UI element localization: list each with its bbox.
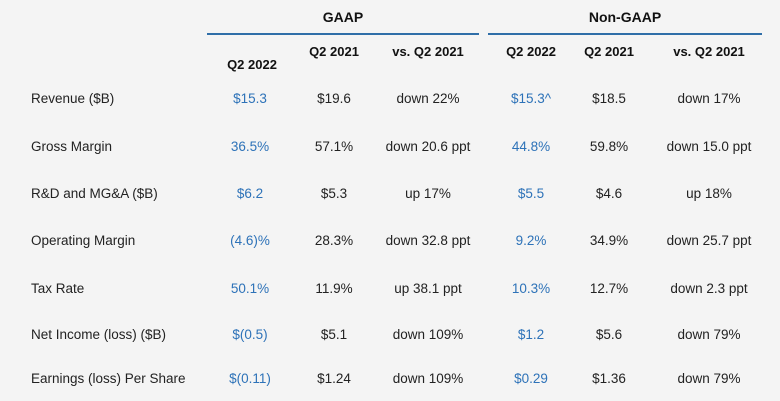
gaap-q2-2021-value: $19.6 (317, 91, 351, 106)
nongaap-q2-2022-value: 10.3% (511, 281, 551, 296)
gaap-q2-2021-value: $5.3 (320, 186, 348, 201)
nongaap-vs-value: down 17% (677, 91, 741, 106)
row-label: Gross Margin (31, 139, 113, 154)
nongaap-vs-value: down 79% (677, 371, 741, 386)
row-label: Revenue ($B) (31, 91, 115, 106)
gaap-q2-2022-value: $15.3 (233, 91, 267, 106)
gaap-group-rule (207, 33, 479, 35)
col-header-gaap-q2-2021: Q2 2021 (309, 44, 359, 59)
gaap-vs-value: down 20.6 ppt (385, 139, 471, 154)
row-label: Operating Margin (31, 233, 136, 248)
gaap-q2-2022-value: 36.5% (230, 139, 270, 154)
nongaap-q2-2022-value: $15.3^ (510, 91, 552, 106)
nongaap-q2-2022-value: $1.2 (517, 327, 545, 342)
nongaap-q2-2021-value: 59.8% (589, 139, 629, 154)
nongaap-q2-2022-value: 44.8% (511, 139, 551, 154)
non-gaap-group-header: Non-GAAP (588, 9, 662, 25)
row-label: R&D and MG&A ($B) (31, 186, 158, 201)
nongaap-q2-2021-value: $18.5 (592, 91, 626, 106)
table-row-operating-margin: Operating Margin (4.6)% 28.3% down 32.8 … (0, 233, 780, 253)
gaap-q2-2021-value: 11.9% (315, 281, 353, 296)
gaap-q2-2022-value: (4.6)% (230, 233, 270, 248)
nongaap-q2-2021-value: 34.9% (589, 233, 629, 248)
gaap-q2-2021-value: $5.1 (320, 327, 348, 342)
table-row-tax-rate: Tax Rate 50.1% 11.9% up 38.1 ppt 10.3% 1… (0, 281, 780, 301)
nongaap-q2-2022-value: $5.5 (517, 186, 545, 201)
nongaap-vs-value: down 2.3 ppt (670, 281, 748, 296)
nongaap-q2-2021-value: $1.36 (592, 371, 626, 386)
table-row-rd-mga: R&D and MG&A ($B) $6.2 $5.3 up 17% $5.5 … (0, 186, 780, 206)
gaap-group-header: GAAP (322, 9, 364, 25)
gaap-q2-2021-value: 57.1% (314, 139, 354, 154)
row-label: Net Income (loss) ($B) (31, 327, 167, 342)
gaap-vs-value: down 22% (396, 91, 460, 106)
gaap-q2-2022-value: $(0.11) (229, 371, 271, 386)
nongaap-vs-value: down 79% (677, 327, 741, 342)
gaap-vs-value: down 109% (392, 327, 464, 342)
nongaap-vs-value: up 18% (686, 186, 732, 201)
nongaap-vs-value: down 25.7 ppt (666, 233, 752, 248)
nongaap-q2-2021-value: $4.6 (595, 186, 623, 201)
row-label: Earnings (loss) Per Share (31, 371, 186, 386)
gaap-q2-2021-value: 28.3% (314, 233, 354, 248)
table-row-net-income: Net Income (loss) ($B) $(0.5) $5.1 down … (0, 327, 780, 347)
non-gaap-group-rule (488, 33, 762, 35)
row-label: Tax Rate (31, 281, 85, 296)
gaap-vs-value: down 109% (392, 371, 464, 386)
col-header-gaap-q2-2022: Q2 2022 (227, 57, 277, 72)
gaap-q2-2022-value: $(0.5) (232, 327, 268, 342)
gaap-vs-value: up 17% (405, 186, 451, 201)
col-header-nongaap-q2-2022: Q2 2022 (506, 44, 556, 59)
nongaap-q2-2021-value: $5.6 (595, 327, 623, 342)
col-header-nongaap-q2-2021: Q2 2021 (584, 44, 634, 59)
nongaap-q2-2021-value: 12.7% (589, 281, 629, 296)
nongaap-q2-2022-value: 9.2% (515, 233, 547, 248)
nongaap-vs-value: down 15.0 ppt (666, 139, 752, 154)
gaap-vs-value: up 38.1 ppt (394, 281, 462, 296)
gaap-q2-2022-value: 50.1% (230, 281, 270, 296)
col-header-gaap-vs-q2-2021: vs. Q2 2021 (392, 44, 464, 59)
table-row-revenue: Revenue ($B) $15.3 $19.6 down 22% $15.3^… (0, 91, 780, 111)
gaap-q2-2022-value: $6.2 (236, 186, 264, 201)
nongaap-q2-2022-value: $0.29 (514, 371, 548, 386)
table-row-eps: Earnings (loss) Per Share $(0.11) $1.24 … (0, 371, 780, 391)
gaap-vs-value: down 32.8 ppt (385, 233, 471, 248)
gaap-q2-2021-value: $1.24 (317, 371, 351, 386)
col-header-nongaap-vs-q2-2021: vs. Q2 2021 (673, 44, 745, 59)
table-row-gross-margin: Gross Margin 36.5% 57.1% down 20.6 ppt 4… (0, 139, 780, 159)
